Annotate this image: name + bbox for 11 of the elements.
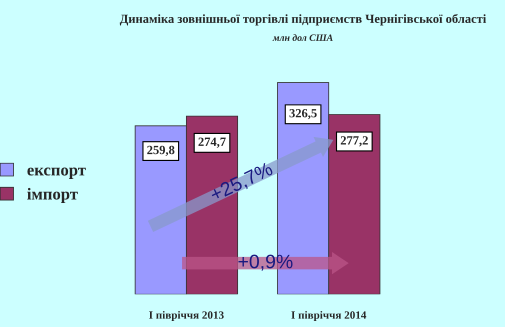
legend-label: імпорт [27,188,78,204]
data-label: 259,8 [147,146,174,156]
chart-subtitle: млн дол США [272,34,333,41]
data-label: 277,2 [340,136,368,146]
data-label: 326,5 [290,109,317,120]
legend-label: експорт [27,168,86,179]
x-tick-label: I півріччя 2013 [149,310,224,322]
x-tick-label: I півріччя 2014 [291,310,366,322]
annotation: +0,9% [238,254,293,271]
chart-title: Динаміка зовнішньої торгівлі підприємств Чернігівської області [120,14,486,26]
data-label: 274,7 [198,138,226,148]
